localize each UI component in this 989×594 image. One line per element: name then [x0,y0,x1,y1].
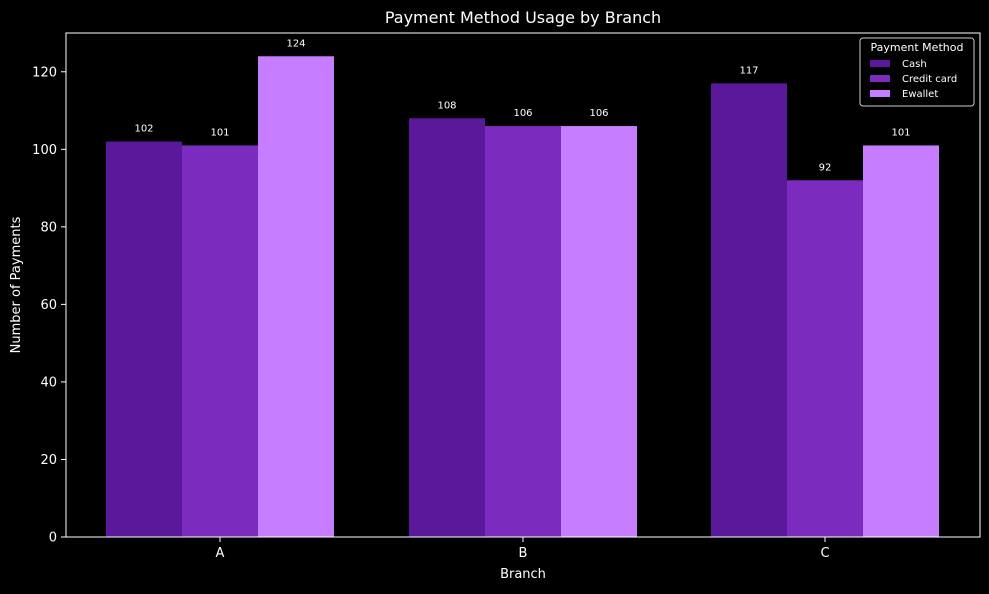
y-tick-label: 20 [40,453,57,468]
legend-title: Payment Method [871,41,964,54]
legend-entry-label: Cash [902,59,927,70]
y-tick-label: 80 [40,220,57,235]
value-label: 101 [210,127,229,138]
y-tick-label: 100 [32,143,57,158]
legend-swatch-cash [870,60,890,67]
value-label: 101 [891,127,910,138]
bar-b-ewallet [561,126,637,538]
y-tick-label: 60 [40,298,57,313]
axes-layer: 0 20 40 60 80 100 120 A B C [32,32,981,561]
legend-entry-label: Ewallet [902,89,938,100]
bar-b-credit-card [485,126,561,538]
x-axis-label: Branch [500,567,546,582]
legend-entry-label: Credit card [902,74,957,85]
bar-c-ewallet [863,145,939,537]
value-labels-layer: 102 101 124 108 106 106 117 92 101 [134,38,910,173]
bar-a-cash [106,141,182,538]
value-label: 92 [819,162,832,173]
bar-c-credit-card [787,180,863,538]
y-tick-label: 40 [40,375,57,390]
bar-b-cash [409,118,485,538]
legend-box [859,37,975,107]
value-label: 106 [589,108,608,119]
legend: Payment Method Cash Credit card Ewallet [859,37,975,107]
x-tick-label: B [519,546,528,561]
y-axis-label: Number of Payments [9,216,24,353]
value-label: 102 [134,124,153,135]
y-tick-label: 120 [32,65,57,80]
legend-swatch-ewallet [870,90,890,97]
value-label: 108 [437,100,456,111]
y-tick-label: 0 [49,531,57,546]
value-label: 117 [739,65,758,76]
legend-swatch-credit-card [870,75,890,82]
bar-c-cash [711,83,787,538]
bar-a-credit-card [182,145,258,537]
bar-a-ewallet [258,56,334,538]
x-tick-label: C [820,546,829,561]
value-label: 124 [286,38,305,49]
chart-title: Payment Method Usage by Branch [385,8,661,27]
value-label: 106 [513,108,532,119]
bars-layer [106,56,939,538]
x-tick-label: A [216,546,225,561]
